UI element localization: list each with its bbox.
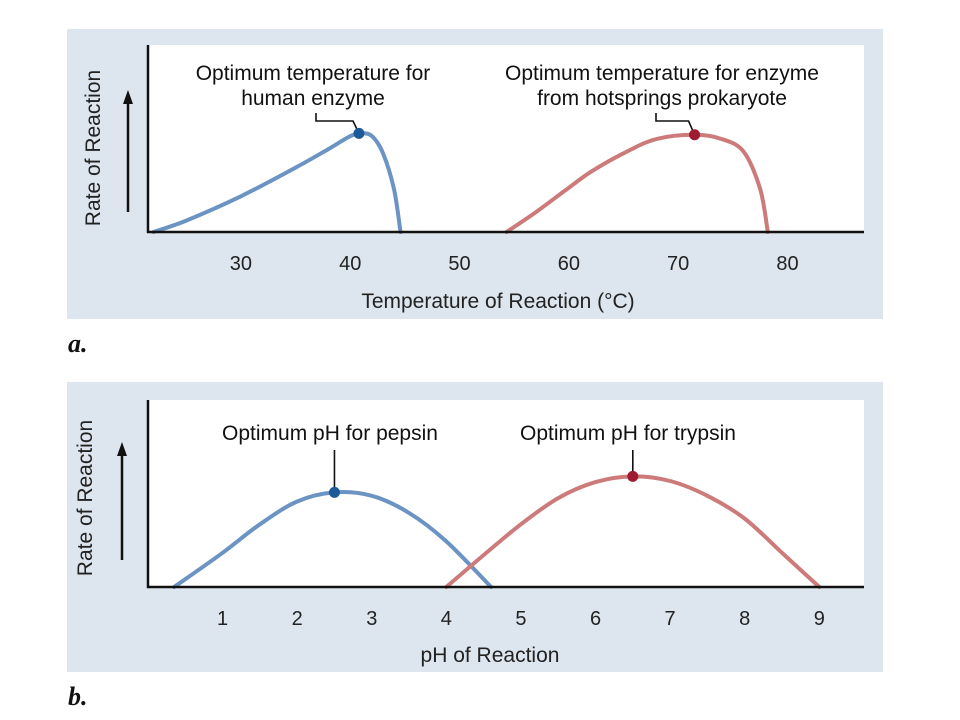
panel-b-x-tick-label-2: 3 (366, 608, 377, 630)
panel-a-annotation-1-line-0: Optimum temperature for enzyme (505, 62, 819, 85)
panel-a-y-axis-label: Rate of Reaction (82, 70, 105, 226)
panel-a-x-ticks: 30 40 50 60 70 80 (230, 253, 799, 275)
panel-a-annotation-leader-1 (655, 113, 696, 136)
panel-b-x-tick-label-3: 4 (441, 608, 452, 630)
panel-b-x-tick-label-7: 8 (739, 608, 750, 630)
panel-b-annotation-0-line-0: Optimum pH for pepsin (222, 422, 438, 445)
panel-b-x-tick-label-1: 2 (292, 608, 303, 630)
panel-b-y-axis-label: Rate of Reaction (74, 420, 97, 576)
panel-a-annotation-1: Optimum temperature for enzyme from hotsp… (505, 62, 819, 110)
panel-a-x-tick-label-0: 30 (230, 253, 252, 275)
panel-a-label: a. (68, 329, 88, 358)
panel-a-x-tick-label-2: 50 (448, 253, 470, 275)
panel-b-x-tick-label-0: 1 (217, 608, 228, 630)
panel-a-x-tick-label-1: 40 (339, 253, 361, 275)
panel-a-y-arrow-icon (123, 90, 133, 104)
panel-b-annotation-0: Optimum pH for pepsin (222, 422, 438, 445)
panel-b-label: b. (68, 682, 88, 711)
panel-a-series-line-0 (151, 131, 403, 234)
panel-a-annotation-1-line-1: from hotsprings prokaryote (537, 87, 787, 110)
panel-a-annotation-0-line-1: human enzyme (241, 87, 385, 110)
panel-b-x-axis-label: pH of Reaction (421, 644, 560, 667)
panel-b-x-tick-label-8: 9 (814, 608, 825, 630)
panel-b-y-arrow-icon (117, 442, 127, 456)
panel-b-x-tick-label-6: 7 (665, 608, 676, 630)
panel-a: 30 40 50 60 70 80 Optimum temperature for huma… (67, 29, 883, 319)
panel-b-plot-area (148, 400, 864, 587)
panel-a-series-line-1 (504, 132, 770, 234)
panel-a-x-tick-label-3: 60 (558, 253, 580, 275)
panel-b-x-tick-label-4: 5 (515, 608, 526, 630)
panel-a-marks (151, 131, 770, 234)
panel-a-annotation-0: Optimum temperature for human enzyme (196, 62, 431, 110)
panel-a-optimum-point-0 (353, 127, 365, 139)
panel-b-annotations: Optimum pH for pepsin Optimum pH for tryp… (222, 422, 736, 498)
panel-b-annotation-1: Optimum pH for trypsin (520, 422, 736, 445)
panel-a-annotation-leader-0 (315, 113, 360, 134)
panel-a-x-tick-label-4: 70 (667, 253, 689, 275)
panel-a-optimum-point-1 (689, 129, 701, 141)
panel-a-annotation-0-line-0: Optimum temperature for (196, 62, 431, 85)
panel-b-x-ticks: 1 2 3 4 5 6 7 8 9 (217, 608, 825, 630)
panel-a-plot-area (148, 45, 864, 232)
panel-a-x-tick-label-5: 80 (776, 253, 798, 275)
panel-b-annotation-1-line-0: Optimum pH for trypsin (520, 422, 736, 445)
panel-b-optimum-point-0 (328, 486, 340, 498)
panel-b-x-tick-label-5: 6 (590, 608, 601, 630)
panel-a-annotations: Optimum temperature for human enzymeOptim… (196, 62, 819, 141)
panel-b-optimum-point-1 (627, 470, 639, 482)
panel-a-x-axis-label: Temperature of Reaction (°C) (361, 290, 634, 313)
